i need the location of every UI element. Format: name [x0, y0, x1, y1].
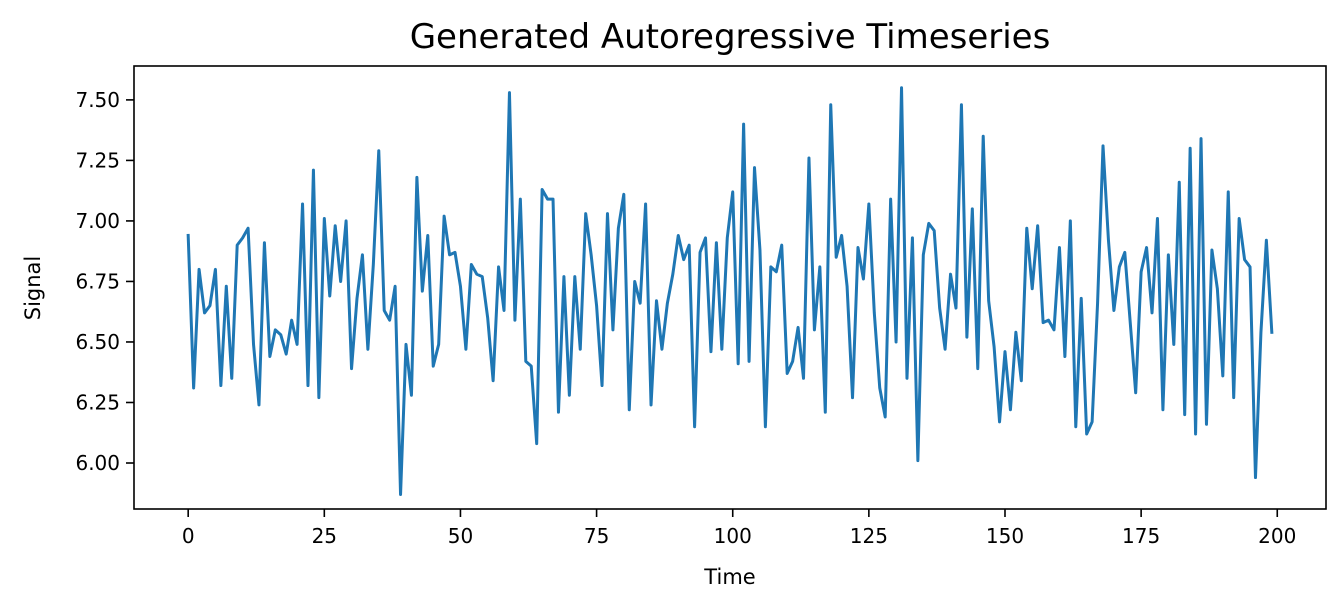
- x-tick-label: 75: [584, 524, 609, 548]
- series-line-0: [186, 86, 1274, 496]
- plot-area: [186, 86, 1274, 496]
- x-tick-label: 50: [448, 524, 473, 548]
- y-tick-label: 7.00: [75, 209, 120, 233]
- y-tick-label: 7.25: [75, 148, 120, 172]
- x-tick-label: 100: [714, 524, 752, 548]
- y-tick-label: 6.75: [75, 269, 120, 293]
- y-axis-label: Signal: [21, 256, 45, 321]
- y-tick-label: 6.25: [75, 390, 120, 414]
- x-tick-label: 125: [850, 524, 888, 548]
- y-tick-label: 6.50: [75, 330, 120, 354]
- x-tick-label: 175: [1122, 524, 1160, 548]
- y-tick-label: 6.00: [75, 451, 120, 475]
- x-tick-label: 0: [182, 524, 195, 548]
- x-tick-label: 150: [986, 524, 1024, 548]
- plot-frame: [133, 65, 1327, 510]
- x-axis-label: Time: [703, 565, 755, 589]
- x-axis-ticks: 0 25 50 75 100 125 150 175 200: [182, 509, 1296, 548]
- y-axis-ticks: 6.00 6.25 6.50 6.75 7.00 7.25 7.50: [75, 88, 134, 475]
- chart-title: Generated Autoregressive Timeseries: [410, 17, 1051, 57]
- x-tick-label: 25: [312, 524, 337, 548]
- x-tick-label: 200: [1258, 524, 1296, 548]
- y-tick-label: 7.50: [75, 88, 120, 112]
